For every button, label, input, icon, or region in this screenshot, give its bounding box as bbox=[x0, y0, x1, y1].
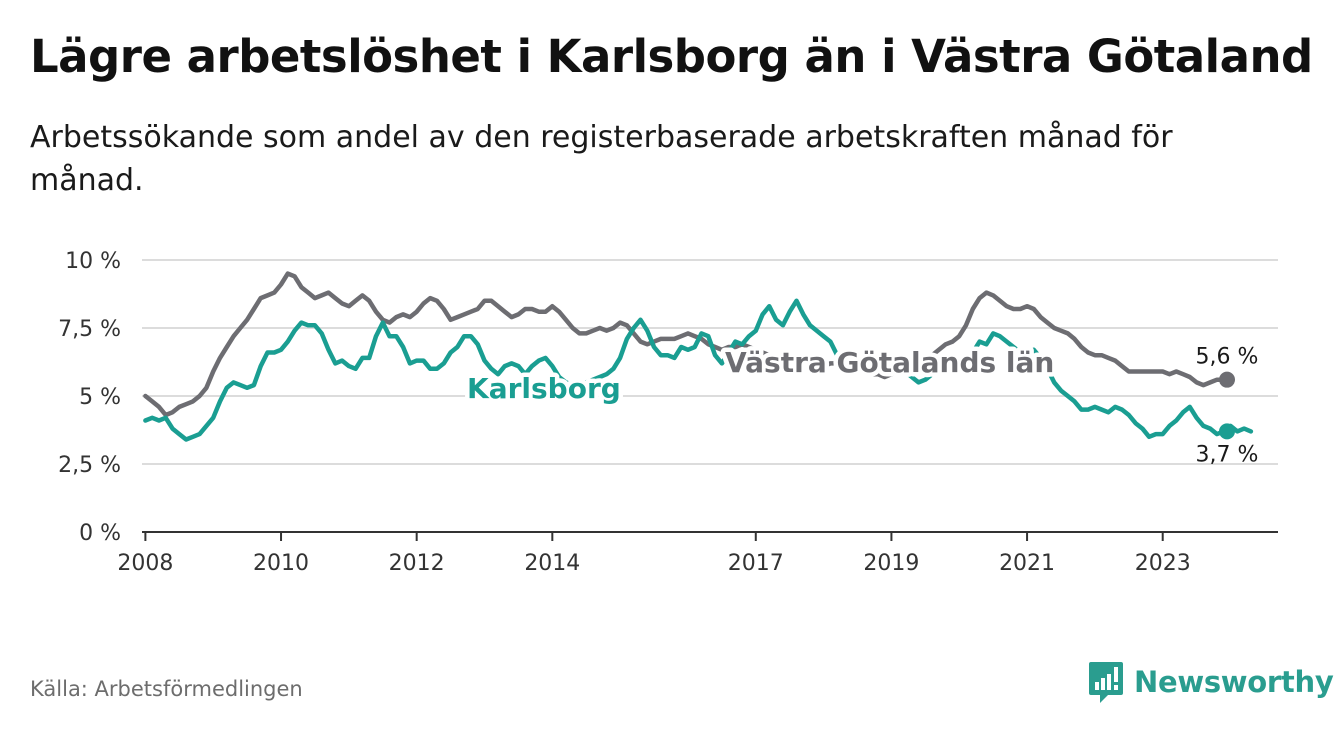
page-subtitle: Arbetssökande som andel av den registerb… bbox=[30, 120, 1173, 198]
brand-logo[interactable]: Newsworthy bbox=[1088, 660, 1334, 704]
end-marker-karlsborg bbox=[1219, 423, 1235, 440]
y-tick-label: 5 % bbox=[79, 385, 121, 410]
bar-chart-exclamation-icon bbox=[1089, 662, 1123, 703]
x-tick-label: 2012 bbox=[389, 551, 445, 576]
source-note: Källa: Arbetsförmedlingen bbox=[30, 677, 303, 701]
x-tick-label: 2019 bbox=[863, 551, 919, 576]
line-chart: 0 % 2,5 % 5 % 7,5 % 10 % 2008 2010 2012 2014 2017… bbox=[58, 249, 1278, 576]
brand-name: Newsworthy bbox=[1134, 665, 1334, 699]
y-tick-label: 7,5 % bbox=[58, 317, 121, 342]
series-line-vastra-gotalands-lan bbox=[143, 271, 1233, 418]
end-label-karlsborg: 3,7 % bbox=[1196, 442, 1259, 467]
page-title: Lägre arbetslöshet i Karlsborg än i Väst… bbox=[30, 30, 1313, 83]
y-tick-label: 0 % bbox=[79, 521, 121, 546]
series-label-karlsborg-halo: Karlsborg bbox=[467, 372, 621, 405]
series-line-karlsborg bbox=[143, 298, 1254, 442]
y-tick-label: 2,5 % bbox=[58, 453, 121, 478]
x-tick-label: 2014 bbox=[524, 551, 580, 576]
x-tick-label: 2021 bbox=[999, 551, 1055, 576]
x-tick-label: 2017 bbox=[728, 551, 784, 576]
series-label-karlsborg: Karlsborg bbox=[467, 372, 621, 405]
series-label-vastra-gotalands-lan: Västra Götalands län bbox=[725, 346, 1054, 379]
x-tick-label: 2010 bbox=[253, 551, 309, 576]
end-label-vastra: 5,6 % bbox=[1196, 345, 1259, 370]
series-label-vastra-gotalands-lan-halo: Västra Götalands län bbox=[725, 346, 1054, 379]
x-tick-label: 2008 bbox=[117, 551, 173, 576]
y-tick-label: 10 % bbox=[65, 249, 121, 274]
end-marker-vastra bbox=[1219, 371, 1235, 388]
x-tick-label: 2023 bbox=[1135, 551, 1191, 576]
